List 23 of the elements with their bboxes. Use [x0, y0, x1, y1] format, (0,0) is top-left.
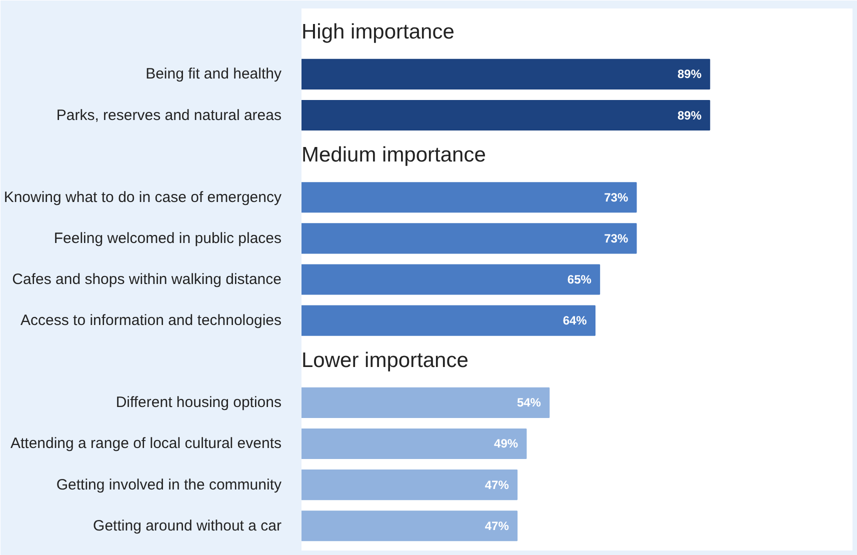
- y-tick-label: Feeling welcomed in public places: [54, 230, 282, 247]
- y-tick-label: Cafes and shops within walking distance: [12, 271, 282, 288]
- y-tick-label: Being fit and healthy: [146, 66, 282, 83]
- y-tick-label: Getting involved in the community: [56, 476, 282, 494]
- y-tick-label: Getting around without a car: [93, 517, 282, 534]
- y-tick-label: Attending a range of local cultural events: [10, 435, 282, 452]
- y-tick-label: Knowing what to do in case of emergency: [4, 188, 282, 206]
- data-label: 89%: [677, 108, 702, 122]
- data-label: 47%: [484, 518, 510, 533]
- data-label: 65%: [567, 272, 592, 286]
- y-tick-label: Different housing options: [116, 394, 282, 412]
- data-label: 49%: [494, 436, 518, 451]
- data-label: 73%: [604, 190, 628, 204]
- y-tick-label: Access to information and technologies: [20, 312, 282, 330]
- annotation: Medium importance: [302, 144, 486, 167]
- text: High importance: [302, 20, 454, 44]
- data-label: 89%: [677, 67, 702, 82]
- data-label: 73%: [604, 231, 628, 246]
- data-label: 64%: [562, 314, 588, 328]
- data-label: 54%: [516, 396, 542, 410]
- annotation: Lower importance: [302, 348, 468, 372]
- y-tick-label: Parks, reserves and natural areas: [56, 106, 282, 124]
- data-label: 47%: [484, 478, 510, 492]
